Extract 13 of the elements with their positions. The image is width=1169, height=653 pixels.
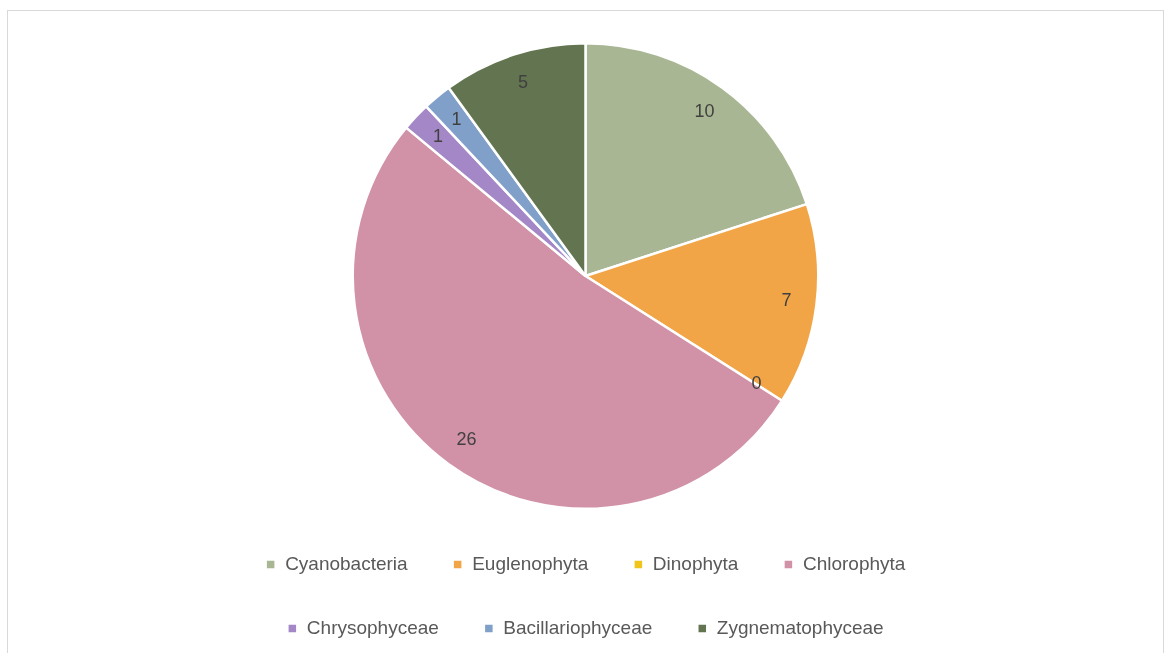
legend-label: Zygnematophyceae <box>716 616 884 638</box>
data-label: 1 <box>432 126 443 147</box>
legend-label: Chlorophyta <box>802 552 906 574</box>
legend-label: Euglenophyta <box>472 552 589 574</box>
text: 0 <box>751 373 762 394</box>
legend-label: Bacillariophyceae <box>503 616 653 638</box>
legend-label: Chrysophyceae <box>306 616 439 638</box>
legend-label: Dinophyta <box>652 552 739 574</box>
data-label: 10 <box>694 101 715 122</box>
data-label: 7 <box>781 290 792 311</box>
data-label: 1 <box>451 108 462 129</box>
legend-label: Cyanobacteria <box>285 552 409 574</box>
data-label: 26 <box>456 428 477 449</box>
